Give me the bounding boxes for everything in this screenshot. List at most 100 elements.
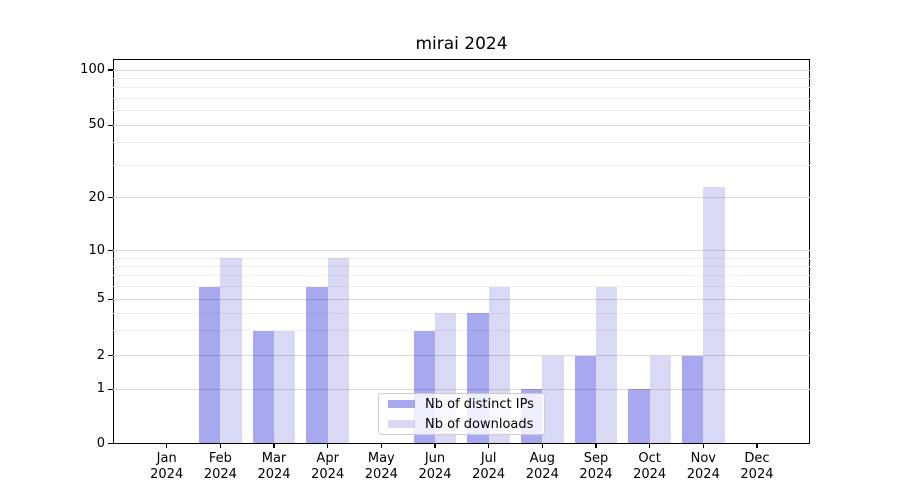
x-tick-year: 2024	[418, 467, 452, 482]
gridline-minor	[113, 330, 810, 332]
bar-nb-of-downloads-feb-2024	[220, 258, 242, 444]
bar-nb-of-distinct-ips-nov-2024	[681, 355, 704, 444]
legend-item: Nb of distinct IPs	[379, 396, 544, 413]
bar-nb-of-downloads-mar-2024	[274, 330, 296, 444]
y-tick-label: 1	[96, 381, 105, 397]
x-tick-mark	[434, 443, 436, 448]
gridline-minor	[113, 275, 810, 277]
y-tick-label: 0	[96, 435, 105, 451]
x-tick-label: Jun 2024	[403, 451, 467, 483]
x-tick-year: 2024	[472, 467, 506, 482]
y-tick-label: 10	[88, 242, 105, 258]
bar-nb-of-downloads-apr-2024	[327, 258, 350, 444]
y-tick-label: 5	[96, 291, 105, 307]
gridline-minor	[113, 142, 810, 144]
legend-swatch-downloads	[388, 420, 415, 428]
y-tick-label: 100	[80, 62, 105, 77]
x-tick-month: Feb	[208, 451, 232, 466]
gridline-major	[113, 388, 810, 390]
gridline-minor	[113, 165, 810, 167]
x-tick-year: 2024	[311, 467, 345, 482]
y-tick-mark	[108, 298, 113, 300]
x-tick-year: 2024	[633, 467, 667, 482]
x-tick-year: 2024	[203, 467, 237, 482]
bar-nb-of-distinct-ips-sep-2024	[574, 355, 596, 444]
x-tick-label: Dec 2024	[725, 451, 789, 483]
x-tick-month: Apr	[316, 451, 339, 466]
x-tick-label: Mar 2024	[242, 451, 306, 483]
x-tick-month: Nov	[690, 451, 716, 466]
x-tick-label: Apr 2024	[296, 451, 360, 483]
x-tick-year: 2024	[740, 467, 774, 482]
x-tick-month: Sep	[583, 451, 609, 466]
x-tick-mark	[756, 443, 758, 448]
x-tick-mark	[702, 443, 704, 448]
bar-nb-of-downloads-nov-2024	[703, 186, 725, 444]
bar-nb-of-distinct-ips-oct-2024	[628, 389, 650, 444]
y-tick-label: 50	[88, 117, 105, 133]
x-tick-label: Oct 2024	[618, 451, 682, 483]
x-tick-year: 2024	[579, 467, 613, 482]
bar-nb-of-distinct-ips-apr-2024	[306, 286, 328, 444]
chart-title: mirai 2024	[415, 34, 508, 54]
bar-nb-of-distinct-ips-mar-2024	[252, 330, 274, 444]
y-tick-label: 20	[88, 189, 105, 205]
y-tick-mark	[108, 69, 113, 71]
x-tick-mark	[326, 443, 329, 448]
gridline-minor	[113, 286, 810, 288]
y-tick-mark	[108, 388, 113, 390]
x-tick-mark	[273, 443, 275, 448]
gridline-minor	[113, 77, 810, 79]
y-tick-mark	[108, 124, 113, 126]
gridline-major	[113, 298, 810, 300]
x-tick-month: Dec	[744, 451, 770, 466]
y-tick-mark	[108, 197, 113, 199]
y-tick-mark	[108, 355, 113, 357]
bar-nb-of-downloads-aug-2024	[542, 355, 564, 444]
gridline-major	[113, 355, 810, 357]
x-tick-year: 2024	[150, 467, 184, 482]
gridline-minor	[113, 312, 810, 314]
x-tick-mark	[648, 443, 651, 448]
legend-item: Nb of downloads	[379, 416, 544, 433]
x-tick-label: May 2024	[349, 451, 413, 483]
bar-nb-of-downloads-oct-2024	[649, 355, 672, 444]
x-tick-mark	[595, 443, 597, 448]
gridline-major	[113, 197, 810, 199]
x-tick-mark	[219, 443, 222, 448]
gridline-minor	[113, 257, 810, 259]
bar-nb-of-downloads-sep-2024	[595, 286, 618, 444]
x-tick-month: Jun	[424, 451, 446, 466]
x-tick-label: Jan 2024	[135, 451, 199, 483]
y-tick-mark	[108, 250, 113, 252]
gridline-minor	[113, 265, 810, 267]
x-tick-year: 2024	[364, 467, 398, 482]
gridline-major	[113, 124, 810, 126]
legend-swatch-distinct-ips	[388, 400, 415, 408]
legend: Nb of distinct IPs Nb of downloads	[378, 393, 545, 435]
x-tick-month: Jul	[480, 451, 497, 466]
gridline-minor	[113, 110, 810, 112]
gridline-major	[113, 69, 810, 71]
plot-area	[113, 59, 810, 444]
x-tick-mark	[166, 443, 168, 448]
x-tick-month: Aug	[529, 451, 555, 466]
legend-label-downloads: Nb of downloads	[425, 416, 534, 432]
gridline-minor	[113, 97, 810, 99]
y-tick-label: 2	[96, 347, 105, 363]
x-tick-mark	[541, 443, 543, 448]
gridline-major	[113, 250, 810, 252]
x-tick-year: 2024	[257, 467, 291, 482]
x-tick-label: Sep 2024	[564, 451, 628, 483]
legend-label-distinct-ips: Nb of distinct IPs	[425, 396, 534, 412]
y-tick-mark	[108, 442, 113, 445]
x-tick-month: May	[367, 451, 395, 466]
x-tick-year: 2024	[686, 467, 720, 482]
x-tick-mark	[380, 443, 383, 448]
x-tick-label: Nov 2024	[671, 451, 735, 483]
x-tick-mark	[487, 443, 490, 448]
gridline-minor	[113, 87, 810, 89]
x-tick-label: Aug 2024	[510, 451, 574, 483]
x-tick-label: Feb 2024	[188, 451, 252, 483]
